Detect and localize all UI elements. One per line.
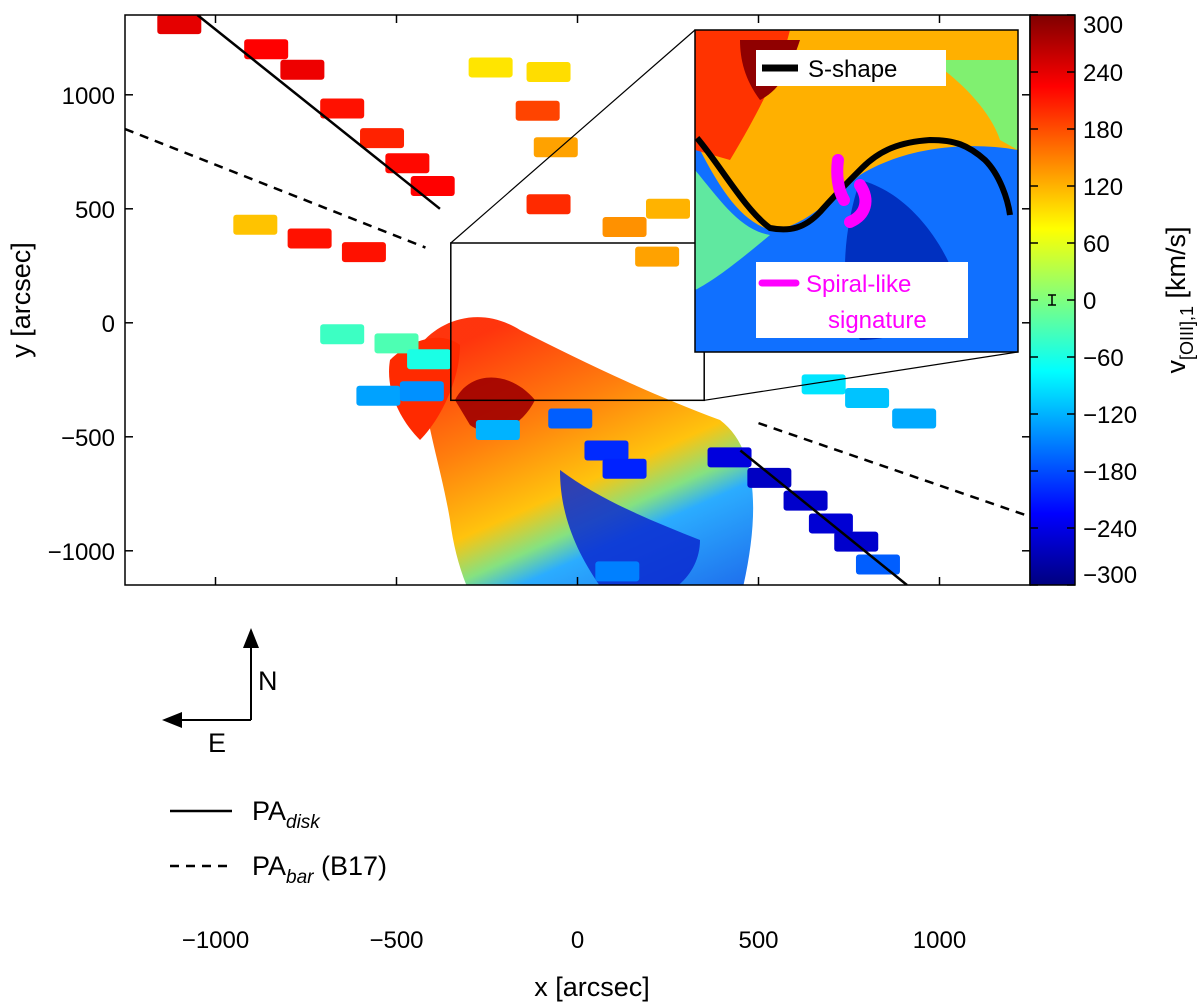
data-point: [374, 333, 419, 354]
data-point: [475, 419, 520, 440]
spiral-arc-2: [844, 179, 872, 228]
x-tick-label: 500: [738, 927, 778, 954]
y-tick-label: −500: [61, 425, 115, 452]
colorbar-tick-label: −180: [1083, 459, 1137, 486]
axis-ticks: −1000 −500 0 500 1000 −1000 −500 0 500 1000: [48, 15, 1030, 954]
data-point: [801, 374, 846, 395]
colorbar-tick-label: −240: [1083, 516, 1137, 543]
data-point: [548, 408, 593, 429]
position-angle-lines: [125, 15, 1030, 585]
legend-bar-main: PA: [252, 851, 286, 881]
data-point: [468, 57, 513, 78]
inset-legend-spiral-label-2: signature: [828, 307, 927, 334]
pa-bar-line: [125, 127, 426, 249]
data-point: [892, 408, 937, 429]
data-point: [287, 228, 332, 249]
colorbar-tick-label: 60: [1083, 231, 1110, 258]
data-point: [533, 137, 578, 158]
inset-right-green: [930, 60, 1018, 150]
compass-east-label: E: [208, 728, 226, 758]
colorbar-label-main: v: [1161, 360, 1191, 374]
legend-bar-sub: bar: [286, 867, 314, 888]
colorbar-tick-label: 180: [1083, 117, 1123, 144]
data-point: [385, 153, 430, 174]
legend-bar-extra: (B17): [313, 851, 387, 881]
x-tick-label: 0: [571, 927, 584, 954]
data-point: [646, 198, 690, 219]
y-tick-label: −1000: [48, 539, 115, 566]
data-point: [635, 246, 680, 267]
colorbar-tick-label: 240: [1083, 60, 1123, 87]
colorbar-label-unit: [km/s]: [1161, 226, 1191, 306]
data-point: [595, 561, 640, 582]
spiral-arc-1: [831, 154, 850, 206]
data-point: [783, 490, 828, 511]
compass-east-arrow-icon: [162, 712, 182, 728]
colorbar-tick-label: 120: [1083, 174, 1123, 201]
data-point: [407, 349, 452, 370]
zoom-connector: [704, 351, 1019, 401]
compass-north-arrow-icon: [243, 628, 259, 648]
data-point: [360, 128, 405, 149]
data-point: [834, 531, 879, 552]
colorbar-label: v[OIII],1 [km/s]: [1161, 226, 1197, 373]
x-tick-label: −500: [369, 927, 423, 954]
data-point: [707, 447, 752, 468]
zoom-box: [450, 29, 1019, 402]
data-point: [526, 62, 571, 82]
x-tick-label: −1000: [182, 927, 249, 954]
y-tick-label: 1000: [62, 83, 115, 110]
data-point: [526, 194, 571, 215]
data-point: [602, 458, 647, 479]
legend-bar-label: PAbar (B17): [252, 851, 387, 888]
colorbar-tick-label: −120: [1083, 402, 1137, 429]
legend-disk-main: PA: [252, 796, 286, 826]
y-tick-label: 0: [102, 311, 115, 338]
zoom-connector: [450, 29, 696, 244]
colorbar-tick-label: 0: [1083, 288, 1096, 315]
legend: PAdisk PAbar (B17): [170, 796, 387, 888]
legend-disk-label: PAdisk: [252, 796, 321, 833]
colorbar: 300 240 180 120 60 0 −60 −120 −180 −240 −300 v[OII…: [1029, 12, 1197, 589]
data-point: [280, 59, 325, 80]
inset-legend-spiral-box: [756, 262, 968, 338]
data-point: [356, 385, 401, 406]
compass-north-label: N: [258, 666, 278, 696]
data-point: [584, 440, 629, 461]
colorbar-tick-label: −300: [1083, 562, 1137, 589]
compass: N E: [162, 628, 278, 758]
inset-legend-spiral-label-1: Spiral-like: [806, 271, 911, 298]
data-point: [320, 98, 365, 119]
data-layer: [157, 15, 937, 585]
data-point: [855, 554, 900, 575]
data-point: [157, 15, 202, 35]
data-point: [320, 324, 365, 345]
data-point: [341, 242, 386, 263]
data-point: [515, 100, 560, 121]
inset-green-region: [695, 170, 770, 290]
colorbar-tick-label: 300: [1083, 12, 1123, 39]
data-point: [399, 381, 444, 402]
y-axis-label: y [arcsec]: [6, 242, 36, 358]
data-point: [845, 388, 890, 409]
s-shape-curve: [695, 136, 1013, 233]
data-points: [157, 15, 937, 582]
inset-frame: [694, 29, 1019, 353]
legend-disk-sub: disk: [286, 812, 321, 833]
inset-legend-s-label: S-shape: [808, 56, 897, 83]
x-axis-label: x [arcsec]: [534, 972, 650, 1002]
pa-disk-line: [196, 15, 441, 210]
colorbar-ticks: 300 240 180 120 60 0 −60 −120 −180 −240 −300: [1030, 12, 1137, 589]
data-point: [233, 214, 278, 235]
inset-panel: S-shape Spiral-like signature: [694, 29, 1019, 353]
data-point: [244, 39, 289, 60]
colorbar-tick-label: −60: [1083, 345, 1124, 372]
data-point: [410, 176, 455, 196]
pa-disk-line: [739, 449, 908, 585]
x-tick-label: 1000: [913, 927, 966, 954]
data-point: [602, 217, 647, 238]
y-tick-label: 500: [75, 197, 115, 224]
colorbar-label-sub: [OIII],1: [1177, 306, 1197, 360]
